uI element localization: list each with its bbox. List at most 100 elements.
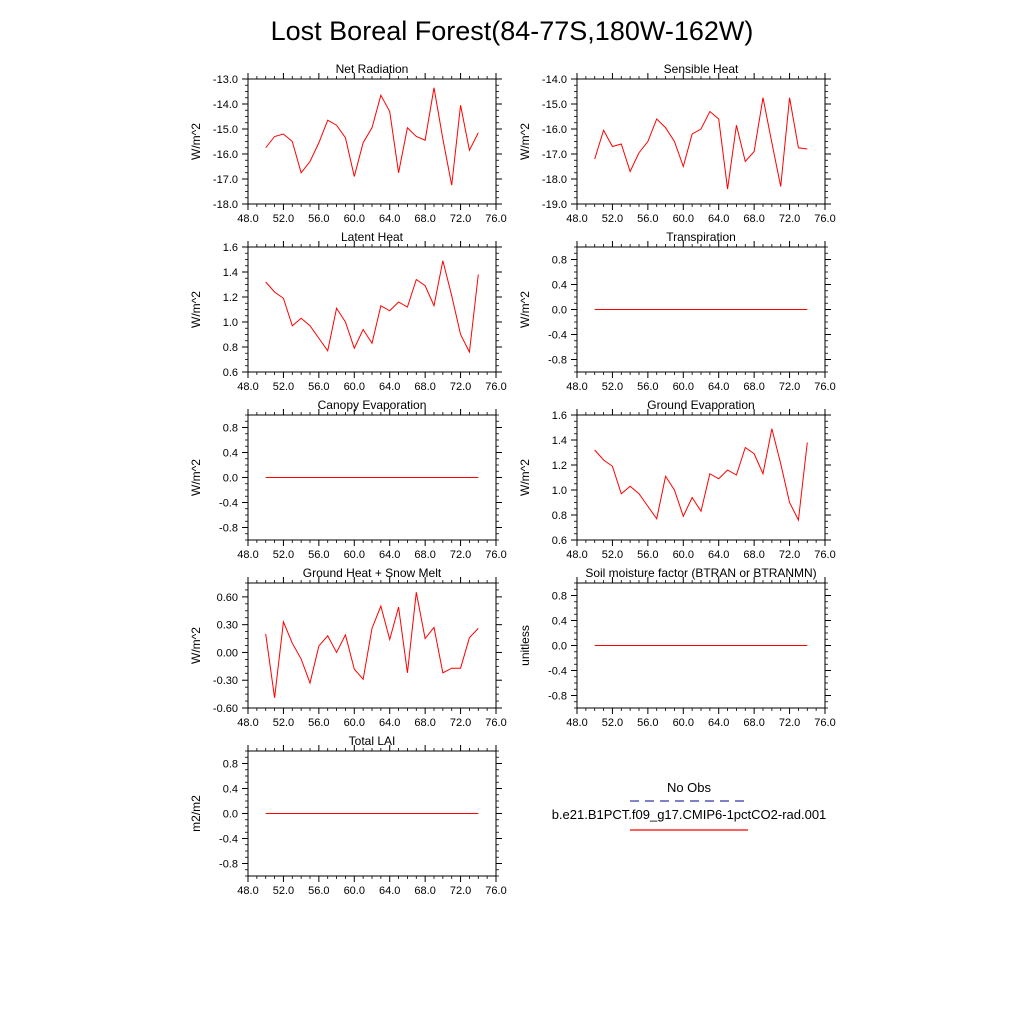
y-tick-label: -14.0 xyxy=(213,99,238,111)
y-tick-label: -18.0 xyxy=(213,199,238,211)
y-tick-label: 1.2 xyxy=(552,460,567,472)
x-tick-label: 64.0 xyxy=(379,717,400,729)
y-tick-label: 1.4 xyxy=(552,435,567,447)
x-tick-label: 64.0 xyxy=(379,381,400,393)
y-tick-label: 0.0 xyxy=(552,305,567,317)
x-tick-label: 64.0 xyxy=(379,549,400,561)
x-tick-label: 72.0 xyxy=(779,213,800,225)
y-tick-label: 1.6 xyxy=(552,410,567,422)
x-tick-label: 52.0 xyxy=(273,381,294,393)
x-tick-label: 64.0 xyxy=(708,381,729,393)
x-tick-label: 56.0 xyxy=(637,381,658,393)
x-tick-label: 56.0 xyxy=(308,549,329,561)
x-tick-label: 72.0 xyxy=(779,549,800,561)
y-tick-label: -0.8 xyxy=(219,859,238,871)
x-tick-label: 52.0 xyxy=(602,717,623,729)
y-tick-label: 0.30 xyxy=(217,620,238,632)
y-tick-label: -0.8 xyxy=(548,691,567,703)
y-axis-label: W/m^2 xyxy=(189,627,203,664)
y-tick-label: 0.4 xyxy=(223,448,238,460)
y-axis-label: m2/m2 xyxy=(189,795,203,832)
x-tick-label: 72.0 xyxy=(450,549,471,561)
y-tick-label: 1.6 xyxy=(223,242,238,254)
panel-title: Ground Evaporation xyxy=(647,398,754,412)
x-tick-label: 72.0 xyxy=(779,717,800,729)
panel-ground-heat-snow-melt: Ground Heat + Snow Melt W/m^2 48.0 52.0 56.0… xyxy=(189,566,507,729)
x-tick-label: 76.0 xyxy=(485,717,506,729)
x-tick-label: 56.0 xyxy=(637,717,658,729)
series-line xyxy=(594,97,808,190)
x-tick-label: 68.0 xyxy=(414,213,435,225)
x-tick-label: 60.0 xyxy=(344,549,365,561)
y-tick-label: 0.8 xyxy=(552,510,567,522)
y-tick-label: -0.4 xyxy=(548,666,567,678)
panel-latent-heat: Latent Heat W/m^2 48.0 52.0 56.0 60.0 64.0 68.0… xyxy=(189,230,507,393)
y-tick-label: 0.8 xyxy=(552,255,567,267)
y-tick-label: 0.4 xyxy=(552,280,567,292)
x-tick-label: 68.0 xyxy=(414,381,435,393)
series-line xyxy=(265,260,479,354)
x-tick-label: 52.0 xyxy=(602,381,623,393)
x-tick-label: 64.0 xyxy=(708,549,729,561)
x-tick-label: 48.0 xyxy=(566,549,587,561)
y-tick-label: -16.0 xyxy=(213,149,238,161)
y-tick-label: 1.2 xyxy=(223,292,238,304)
y-tick-label: 0.8 xyxy=(223,342,238,354)
y-axis-label: W/m^2 xyxy=(518,459,532,496)
y-tick-label: -0.30 xyxy=(213,675,238,687)
x-tick-label: 64.0 xyxy=(708,213,729,225)
series-line xyxy=(594,428,808,522)
x-tick-label: 68.0 xyxy=(743,213,764,225)
panel-soil-moisture-factor-btran-or-btranmn: Soil moisture factor (BTRAN or BTRANMN) u… xyxy=(518,566,836,729)
legend: No Obs b.e21.B1PCT.f09_g17.CMIP6-1pctCO2… xyxy=(552,780,827,831)
panel-transpiration: Transpiration W/m^2 48.0 52.0 56.0 60.0 64.0 68… xyxy=(518,230,836,393)
y-tick-label: 0.0 xyxy=(223,809,238,821)
x-tick-label: 52.0 xyxy=(273,885,294,897)
plot-frame xyxy=(576,414,826,541)
x-tick-label: 76.0 xyxy=(814,381,835,393)
y-tick-label: 0.8 xyxy=(223,423,238,435)
x-tick-label: 60.0 xyxy=(673,717,694,729)
plot-frame xyxy=(247,78,497,205)
x-tick-label: 72.0 xyxy=(450,885,471,897)
panel-title: Canopy Evaporation xyxy=(318,398,427,412)
y-tick-label: -0.8 xyxy=(219,523,238,535)
y-axis-label: W/m^2 xyxy=(189,123,203,160)
x-tick-label: 56.0 xyxy=(308,885,329,897)
x-tick-label: 48.0 xyxy=(237,717,258,729)
legend-obs-label: No Obs xyxy=(667,780,712,795)
x-tick-label: 60.0 xyxy=(673,549,694,561)
x-tick-label: 60.0 xyxy=(344,717,365,729)
x-tick-label: 76.0 xyxy=(485,381,506,393)
y-tick-label: 0.0 xyxy=(223,473,238,485)
panel-title: Total LAI xyxy=(349,734,396,748)
x-tick-label: 64.0 xyxy=(379,885,400,897)
y-axis-label: W/m^2 xyxy=(518,123,532,160)
panel-title: Sensible Heat xyxy=(664,62,739,76)
x-tick-label: 68.0 xyxy=(743,381,764,393)
x-tick-label: 52.0 xyxy=(273,549,294,561)
panel-title: Latent Heat xyxy=(341,230,404,244)
y-tick-label: 0.60 xyxy=(217,592,238,604)
y-tick-label: 0.8 xyxy=(552,591,567,603)
panel-canopy-evaporation: Canopy Evaporation W/m^2 48.0 52.0 56.0 60.0 6… xyxy=(189,398,507,561)
panel-sensible-heat: Sensible Heat W/m^2 48.0 52.0 56.0 60.0 64.0 68… xyxy=(518,62,836,225)
y-tick-label: -17.0 xyxy=(542,149,567,161)
x-tick-label: 56.0 xyxy=(308,381,329,393)
x-tick-label: 68.0 xyxy=(414,717,435,729)
x-tick-label: 72.0 xyxy=(450,213,471,225)
x-tick-label: 68.0 xyxy=(743,549,764,561)
y-tick-label: -14.0 xyxy=(542,74,567,86)
panel-title: Net Radiation xyxy=(336,62,409,76)
plot-frame xyxy=(247,582,497,709)
legend-model-label: b.e21.B1PCT.f09_g17.CMIP6-1pctCO2-rad.00… xyxy=(552,807,827,822)
x-tick-label: 76.0 xyxy=(814,549,835,561)
y-tick-label: -0.4 xyxy=(548,330,567,342)
x-tick-label: 48.0 xyxy=(237,885,258,897)
panel-title: Ground Heat + Snow Melt xyxy=(303,566,442,580)
main-title: Lost Boreal Forest(84-77S,180W-162W) xyxy=(271,16,754,46)
plot-frame xyxy=(576,78,826,205)
x-tick-label: 68.0 xyxy=(743,717,764,729)
panel-title: Soil moisture factor (BTRAN or BTRANMN) xyxy=(585,566,816,580)
